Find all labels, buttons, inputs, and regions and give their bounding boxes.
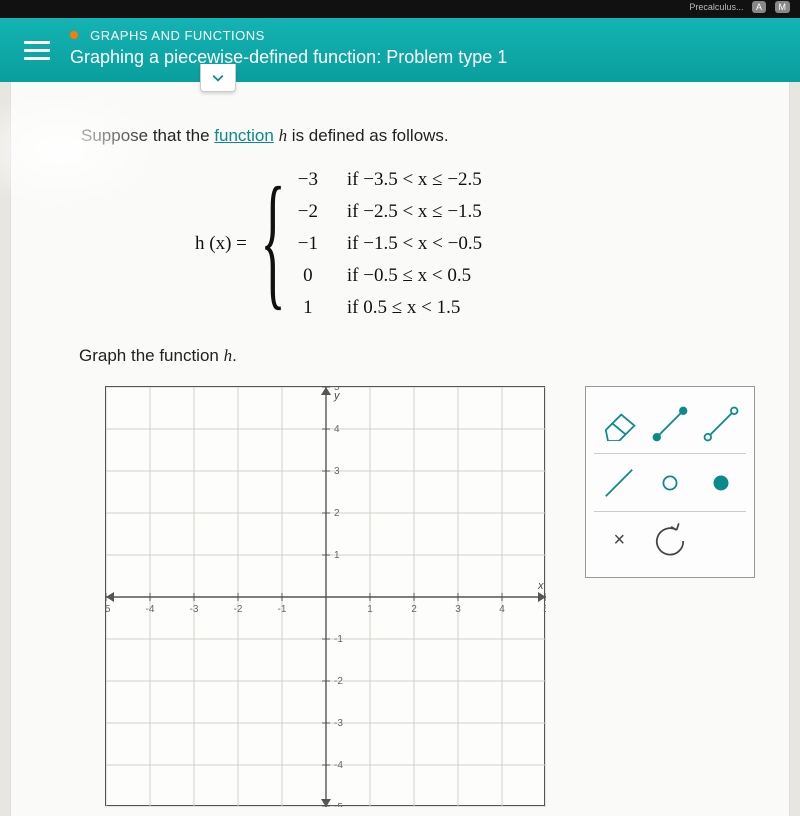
svg-text:4: 4 xyxy=(334,424,340,435)
closed-point-icon xyxy=(699,461,743,505)
svg-text:-4: -4 xyxy=(146,604,155,615)
segment-plain-icon xyxy=(597,461,641,505)
problem-content: Suppose that the function h is defined a… xyxy=(10,82,790,816)
closed-point-tool[interactable] xyxy=(699,461,743,505)
eraser-tool[interactable] xyxy=(597,402,641,446)
svg-text:-3: -3 xyxy=(334,718,343,729)
tab-text: Precalculus... xyxy=(689,2,743,12)
grid-svg: -5-4-3-2-112345-5-4-3-2-112345xy xyxy=(106,387,546,807)
svg-text:-2: -2 xyxy=(234,604,243,615)
left-brace-icon: { xyxy=(260,165,285,315)
graph-instruction: Graph the function h. xyxy=(79,346,755,366)
svg-text:2: 2 xyxy=(334,508,340,519)
piecewise-conditions: if −3.5 < x ≤ −2.5 if −2.5 < x ≤ −1.5 if… xyxy=(347,164,482,324)
graph-canvas[interactable]: -5-4-3-2-112345-5-4-3-2-112345xy xyxy=(105,386,545,806)
svg-text:3: 3 xyxy=(455,604,461,615)
undo-button[interactable] xyxy=(648,519,692,563)
svg-text:-1: -1 xyxy=(278,604,287,615)
piecewise-values: −3 −2 −1 0 1 xyxy=(291,164,325,324)
lesson-header: GRAPHS AND FUNCTIONS Graphing a piecewis… xyxy=(0,18,800,82)
svg-text:2: 2 xyxy=(411,604,417,615)
svg-text:-5: -5 xyxy=(106,604,111,615)
svg-text:3: 3 xyxy=(334,466,340,477)
svg-text:1: 1 xyxy=(367,604,373,615)
segment-closed-closed-icon xyxy=(648,402,692,446)
svg-text:x: x xyxy=(537,580,544,592)
menu-button[interactable] xyxy=(24,36,50,65)
function-link[interactable]: function xyxy=(214,126,274,145)
svg-text:-4: -4 xyxy=(334,760,343,771)
svg-text:-3: -3 xyxy=(190,604,199,615)
eraser-icon xyxy=(597,408,641,441)
svg-text:1: 1 xyxy=(334,550,340,561)
drawing-toolbox: × xyxy=(585,386,755,578)
breadcrumb: GRAPHS AND FUNCTIONS xyxy=(70,28,784,43)
badge-m: M xyxy=(775,1,791,13)
piecewise-definition: h (x) = { −3 −2 −1 0 1 if −3.5 < x ≤ −2.… xyxy=(195,164,755,324)
problem-prompt: Suppose that the function h is defined a… xyxy=(81,126,755,146)
badge-a: A xyxy=(752,1,766,13)
topic-dot-icon xyxy=(70,31,78,39)
browser-topbar: Precalculus... A M xyxy=(0,0,800,18)
svg-text:y: y xyxy=(333,390,341,402)
svg-text:4: 4 xyxy=(499,604,505,615)
segment-plain-tool[interactable] xyxy=(597,461,641,505)
page-title: Graphing a piecewise-defined function: P… xyxy=(70,47,784,68)
x-icon: × xyxy=(613,529,625,552)
svg-text:-2: -2 xyxy=(334,676,343,687)
segment-open-open-tool[interactable] xyxy=(699,402,743,446)
svg-text:5: 5 xyxy=(543,604,546,615)
collapse-toggle[interactable] xyxy=(200,64,236,92)
segment-closed-closed-tool[interactable] xyxy=(648,402,692,446)
open-point-icon xyxy=(648,461,692,505)
svg-text:-5: -5 xyxy=(334,802,343,807)
clear-button[interactable]: × xyxy=(597,519,641,563)
chevron-down-icon xyxy=(210,70,226,86)
piecewise-lhs: h (x) = xyxy=(195,233,251,255)
open-point-tool[interactable] xyxy=(648,461,692,505)
segment-open-open-icon xyxy=(699,402,743,446)
svg-text:-1: -1 xyxy=(334,634,343,645)
undo-icon xyxy=(648,519,692,563)
